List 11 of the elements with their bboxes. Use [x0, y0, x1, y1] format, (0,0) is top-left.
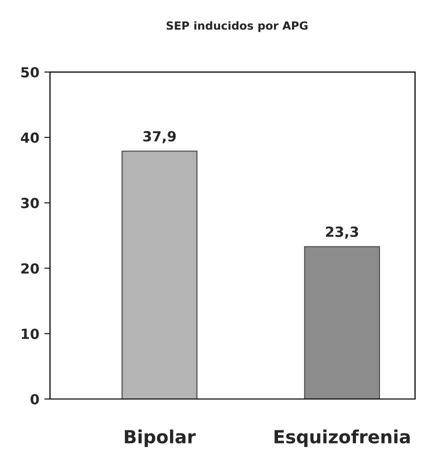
- x-tick-label: Bipolar: [124, 430, 196, 448]
- x-tick-label: Esquizofrenia: [274, 430, 410, 448]
- y-tick-label: 10: [22, 328, 39, 340]
- y-tick-label: 50: [21, 67, 39, 78]
- y-tick-label: 40: [20, 132, 39, 143]
- y-tick-label: 0: [30, 394, 39, 404]
- y-tick-label: 20: [21, 263, 39, 274]
- data-label: 37,9: [143, 131, 176, 144]
- data-label: 23,3: [326, 226, 358, 239]
- chart-title: SEP inducidos por APG: [166, 21, 308, 32]
- y-tick-label: 30: [21, 198, 39, 208]
